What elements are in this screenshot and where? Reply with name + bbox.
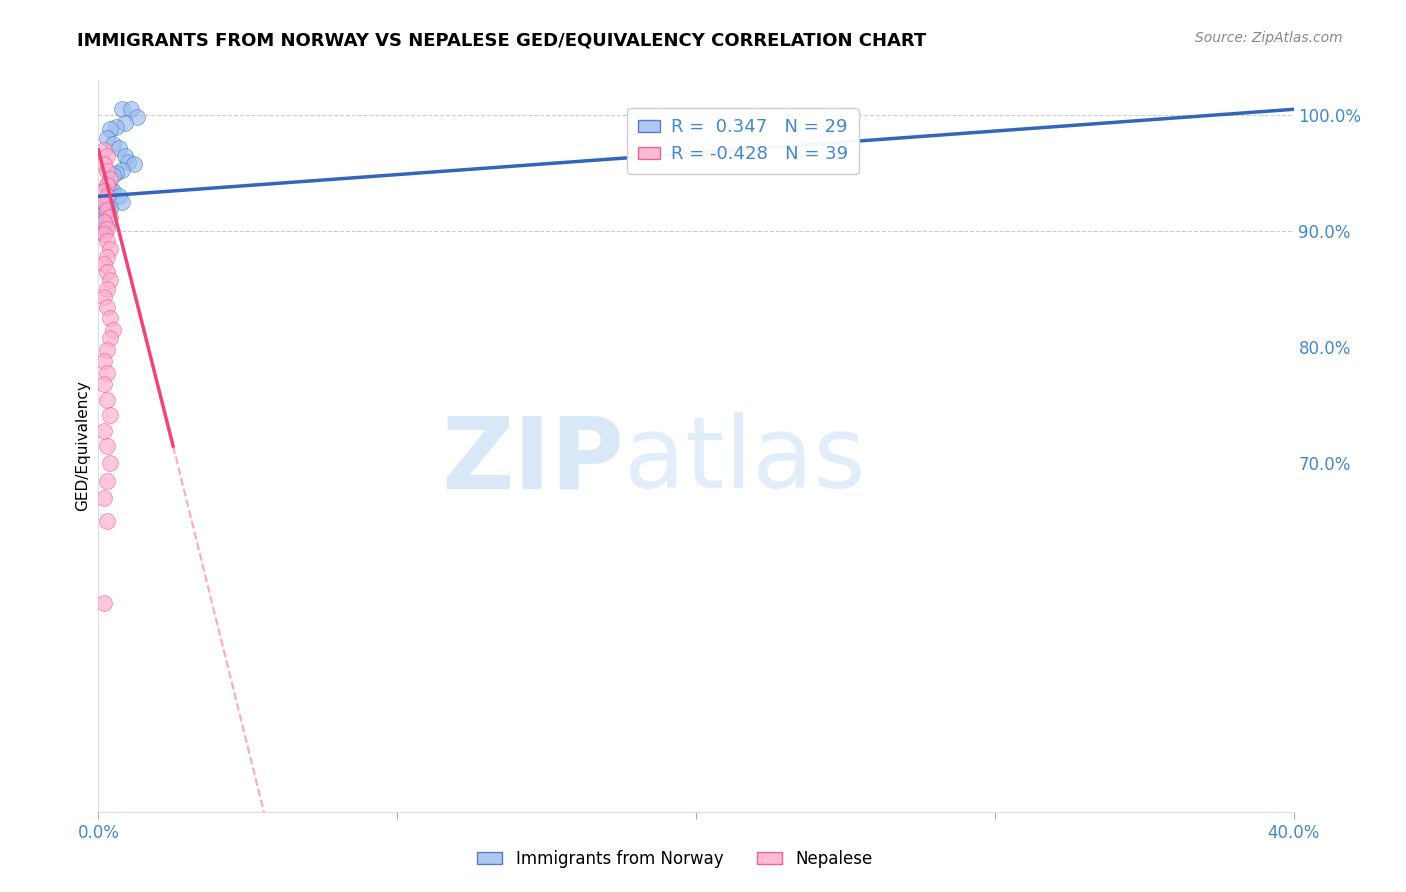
Point	[120, 103, 142, 117]
Point	[111, 162, 134, 177]
Point	[93, 143, 115, 157]
Point	[108, 140, 131, 154]
Point	[93, 491, 115, 506]
Point	[93, 596, 115, 610]
Point	[96, 474, 118, 488]
Point	[96, 199, 118, 213]
Point	[96, 300, 118, 314]
Point	[98, 457, 122, 471]
Point	[93, 377, 115, 392]
Point	[98, 311, 122, 326]
Point	[96, 204, 118, 219]
Point	[93, 290, 115, 304]
Point	[93, 195, 115, 210]
Point	[114, 149, 136, 163]
Point	[96, 366, 118, 380]
Point	[96, 234, 118, 248]
Point	[96, 189, 118, 203]
Point	[124, 157, 146, 171]
Point	[96, 392, 118, 407]
Point	[93, 195, 115, 210]
Point	[93, 215, 115, 229]
Point	[98, 211, 122, 225]
Point	[90, 224, 112, 238]
Point	[93, 157, 115, 171]
Point	[96, 282, 118, 296]
Point	[93, 184, 115, 198]
Point	[93, 215, 115, 229]
Point	[98, 172, 122, 186]
Point	[105, 120, 128, 134]
Point	[98, 180, 122, 194]
Point	[114, 116, 136, 130]
Point	[96, 149, 118, 163]
Point	[98, 242, 122, 256]
Point	[96, 265, 118, 279]
Point	[96, 203, 118, 218]
Point	[96, 178, 118, 192]
Point	[98, 122, 122, 136]
Legend: R =  0.347   N = 29, R = -0.428   N = 39: R = 0.347 N = 29, R = -0.428 N = 39	[627, 108, 859, 174]
Point	[96, 222, 118, 236]
Point	[98, 273, 122, 287]
Text: Source: ZipAtlas.com: Source: ZipAtlas.com	[1195, 31, 1343, 45]
Point	[105, 166, 128, 180]
Point	[111, 103, 134, 117]
Point	[98, 201, 122, 215]
Point	[103, 169, 125, 183]
Y-axis label: GED/Equivalency: GED/Equivalency	[75, 381, 90, 511]
Point	[98, 408, 122, 422]
Legend: Immigrants from Norway, Nepalese: Immigrants from Norway, Nepalese	[471, 844, 879, 875]
Point	[103, 184, 125, 198]
Point	[117, 154, 139, 169]
Point	[93, 424, 115, 438]
Point	[96, 164, 118, 178]
Point	[98, 331, 122, 345]
Point	[93, 207, 115, 221]
Text: ZIP: ZIP	[441, 412, 624, 509]
Point	[103, 323, 125, 337]
Point	[90, 212, 112, 227]
Text: atlas: atlas	[624, 412, 866, 509]
Point	[96, 178, 118, 192]
Point	[93, 354, 115, 368]
Point	[96, 219, 118, 233]
Point	[96, 343, 118, 357]
Point	[108, 189, 131, 203]
Point	[111, 195, 134, 210]
Text: IMMIGRANTS FROM NORWAY VS NEPALESE GED/EQUIVALENCY CORRELATION CHART: IMMIGRANTS FROM NORWAY VS NEPALESE GED/E…	[77, 31, 927, 49]
Point	[96, 439, 118, 453]
Point	[103, 137, 125, 152]
Point	[127, 111, 149, 125]
Point	[96, 515, 118, 529]
Point	[93, 257, 115, 271]
Point	[96, 131, 118, 145]
Point	[96, 250, 118, 264]
Point	[93, 227, 115, 241]
